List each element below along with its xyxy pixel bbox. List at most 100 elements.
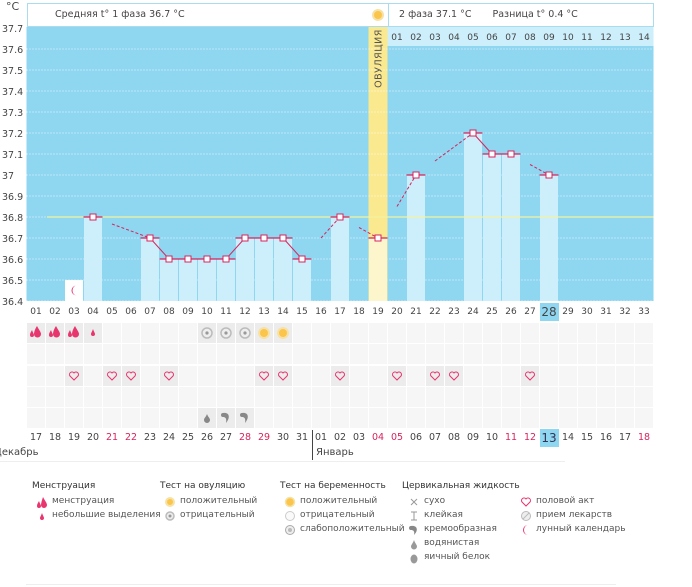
cycle-day[interactable]: 29 — [562, 307, 574, 317]
symptom-cell[interactable] — [179, 323, 197, 343]
cycle-day[interactable]: 03 — [68, 307, 80, 317]
symptom-cell[interactable] — [445, 323, 463, 343]
cycle-day[interactable]: 20 — [391, 307, 403, 317]
calendar-date[interactable]: 03 — [352, 432, 366, 443]
symptom-cell[interactable] — [350, 366, 368, 386]
calendar-date[interactable]: 13 — [539, 429, 559, 447]
symptom-cell-creamy[interactable] — [236, 408, 254, 428]
symptom-cell[interactable] — [483, 366, 501, 386]
symptom-cell[interactable] — [502, 408, 520, 428]
symptom-cell[interactable] — [255, 387, 273, 407]
symptom-cell[interactable] — [483, 323, 501, 343]
cycle-day[interactable]: 32 — [619, 307, 631, 317]
symptom-cell-heart[interactable] — [388, 366, 406, 386]
cycle-day[interactable]: 17 — [334, 307, 346, 317]
symptom-cell[interactable] — [540, 366, 558, 386]
calendar-date[interactable]: 19 — [67, 432, 81, 443]
cycle-day[interactable]: 10 — [201, 307, 213, 317]
symptom-cell[interactable] — [388, 408, 406, 428]
symptom-cell[interactable] — [540, 408, 558, 428]
calendar-date[interactable]: 31 — [295, 432, 309, 443]
symptom-cell[interactable] — [141, 344, 159, 364]
symptom-cell[interactable] — [483, 344, 501, 364]
cycle-day[interactable]: 01 — [30, 307, 42, 317]
symptom-cell[interactable] — [445, 408, 463, 428]
cycle-day[interactable]: 12 — [239, 307, 251, 317]
symptom-cell[interactable] — [464, 323, 482, 343]
calendar-date[interactable]: 05 — [390, 432, 404, 443]
calendar-date[interactable]: 17 — [29, 432, 43, 443]
cycle-day[interactable]: 08 — [163, 307, 175, 317]
symptom-cell[interactable] — [407, 366, 425, 386]
symptom-cell[interactable] — [65, 344, 83, 364]
symptom-cell[interactable] — [388, 344, 406, 364]
symptom-cell-creamy[interactable] — [217, 408, 235, 428]
symptom-cell[interactable] — [274, 344, 292, 364]
symptom-cell[interactable] — [350, 323, 368, 343]
symptom-cell[interactable] — [616, 387, 634, 407]
calendar-date[interactable]: 16 — [599, 432, 613, 443]
symptom-cell-watery[interactable] — [198, 408, 216, 428]
symptom-cell-heart[interactable] — [274, 366, 292, 386]
symptom-cell[interactable] — [540, 323, 558, 343]
symptom-cell-heart[interactable] — [331, 366, 349, 386]
symptom-cell[interactable] — [179, 366, 197, 386]
symptom-cell[interactable] — [27, 387, 45, 407]
symptom-cell[interactable] — [46, 408, 64, 428]
symptom-cell[interactable] — [103, 344, 121, 364]
calendar-date[interactable]: 28 — [238, 432, 252, 443]
symptom-cell[interactable] — [483, 387, 501, 407]
symptom-cell[interactable] — [84, 408, 102, 428]
symptom-cell[interactable] — [65, 387, 83, 407]
symptom-cell[interactable] — [312, 323, 330, 343]
symptom-cell[interactable] — [597, 366, 615, 386]
calendar-date[interactable]: 11 — [504, 432, 518, 443]
symptom-cell[interactable] — [502, 366, 520, 386]
cycle-day[interactable]: 25 — [486, 307, 498, 317]
symptom-cell[interactable] — [578, 344, 596, 364]
symptom-cell[interactable] — [27, 366, 45, 386]
cycle-day[interactable]: 33 — [638, 307, 650, 317]
symptom-cell-heart[interactable] — [122, 366, 140, 386]
calendar-date[interactable]: 29 — [257, 432, 271, 443]
symptom-cell[interactable] — [559, 344, 577, 364]
calendar-date[interactable]: 21 — [105, 432, 119, 443]
symptom-cell[interactable] — [540, 344, 558, 364]
symptom-cell[interactable] — [578, 408, 596, 428]
symptom-cell[interactable] — [236, 366, 254, 386]
symptom-cell[interactable] — [597, 387, 615, 407]
symptom-cell[interactable] — [122, 344, 140, 364]
symptom-cell[interactable] — [635, 387, 653, 407]
cycle-day[interactable]: 19 — [372, 307, 384, 317]
cycle-day[interactable]: 21 — [410, 307, 422, 317]
symptom-cell[interactable] — [521, 387, 539, 407]
symptom-cell[interactable] — [293, 366, 311, 386]
symptom-cell-heart[interactable] — [65, 366, 83, 386]
symptom-cell[interactable] — [255, 408, 273, 428]
symptom-cell[interactable] — [198, 344, 216, 364]
symptom-cell[interactable] — [122, 387, 140, 407]
symptom-cell[interactable] — [312, 366, 330, 386]
calendar-date[interactable]: 22 — [124, 432, 138, 443]
symptom-cell[interactable] — [236, 344, 254, 364]
symptom-cell[interactable] — [388, 387, 406, 407]
calendar-date[interactable]: 02 — [333, 432, 347, 443]
symptom-cell[interactable] — [350, 344, 368, 364]
symptom-cell[interactable] — [141, 366, 159, 386]
calendar-date[interactable]: 08 — [447, 432, 461, 443]
symptom-cell[interactable] — [46, 366, 64, 386]
symptom-cell[interactable] — [407, 344, 425, 364]
symptom-cell[interactable] — [369, 323, 387, 343]
calendar-date[interactable]: 12 — [523, 432, 537, 443]
symptom-cell[interactable] — [84, 366, 102, 386]
symptom-cell[interactable] — [331, 387, 349, 407]
symptom-cell[interactable] — [103, 387, 121, 407]
symptom-cell[interactable] — [426, 408, 444, 428]
symptom-cell[interactable] — [559, 323, 577, 343]
symptom-cell[interactable] — [160, 323, 178, 343]
cycle-day[interactable]: 15 — [296, 307, 308, 317]
symptom-cell[interactable] — [445, 344, 463, 364]
symptom-cell-heart[interactable] — [426, 366, 444, 386]
symptom-cell-heart[interactable] — [445, 366, 463, 386]
symptom-cell[interactable] — [122, 408, 140, 428]
